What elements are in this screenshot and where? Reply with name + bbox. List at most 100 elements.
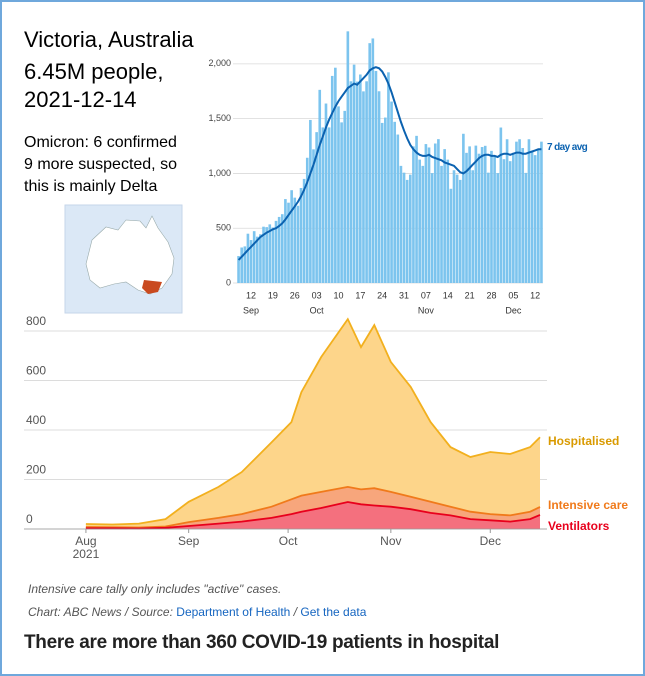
bar xyxy=(349,81,353,283)
bar xyxy=(521,148,525,283)
series-label: Ventilators xyxy=(548,519,610,533)
x-month-label: Dec xyxy=(505,305,522,315)
x-tick-sublabel: 2021 xyxy=(73,547,100,561)
bar xyxy=(452,170,456,283)
map-land xyxy=(85,215,175,295)
bar xyxy=(387,72,390,283)
bar xyxy=(334,67,337,283)
avg-line xyxy=(237,66,542,261)
y-tick-label: 0 xyxy=(226,277,231,287)
bar xyxy=(496,173,500,283)
bar xyxy=(365,81,368,283)
x-tick-label: 26 xyxy=(290,290,300,300)
bar xyxy=(280,214,284,283)
x-tick-label: 21 xyxy=(465,290,475,300)
header-line: Victoria, Australia xyxy=(24,27,194,52)
bar xyxy=(408,174,412,283)
bar xyxy=(371,38,375,283)
bar xyxy=(343,110,347,283)
bar xyxy=(415,135,418,283)
bar xyxy=(499,127,503,284)
header-line: 2021-12-14 xyxy=(24,87,137,112)
bar xyxy=(352,64,356,283)
area-line xyxy=(85,501,541,530)
bar xyxy=(537,149,540,283)
bar xyxy=(305,157,309,283)
bar xyxy=(255,236,259,283)
bar xyxy=(471,170,475,283)
bar xyxy=(237,256,240,283)
x-tick-label: 03 xyxy=(312,290,322,300)
x-tick-label: 10 xyxy=(333,290,343,300)
x-month-label: Oct xyxy=(310,305,325,315)
bar xyxy=(359,74,362,283)
bar xyxy=(246,233,250,283)
bar xyxy=(418,159,421,283)
bar xyxy=(321,127,325,283)
bar xyxy=(274,220,278,283)
bar xyxy=(243,246,247,283)
bar xyxy=(399,165,403,283)
bar xyxy=(396,134,400,283)
bar xyxy=(468,146,471,283)
y-tick-label: 600 xyxy=(26,364,46,378)
bar xyxy=(252,231,256,283)
bar xyxy=(424,144,428,283)
bar xyxy=(293,197,297,283)
bar xyxy=(390,101,393,283)
bar xyxy=(337,106,340,284)
bar xyxy=(533,155,537,283)
x-month-label: Nov xyxy=(418,305,435,315)
x-tick-label: Aug xyxy=(75,534,96,548)
bar xyxy=(284,199,287,283)
bar xyxy=(430,173,434,283)
x-tick-label: 28 xyxy=(486,290,496,300)
bar xyxy=(449,188,453,283)
map-victoria xyxy=(142,280,162,294)
bar xyxy=(262,226,265,283)
bar xyxy=(477,153,481,283)
header-line: 6.45M people, xyxy=(24,59,164,84)
y-tick-label: 0 xyxy=(26,512,33,526)
x-tick-label: 12 xyxy=(246,290,256,300)
x-tick-label: Nov xyxy=(380,534,401,548)
y-tick-label: 2,000 xyxy=(208,58,231,68)
y-tick-label: 200 xyxy=(26,463,46,477)
bar xyxy=(540,141,543,283)
x-tick-label: 05 xyxy=(508,290,518,300)
bar xyxy=(458,179,462,283)
bar xyxy=(518,139,521,283)
bar xyxy=(287,202,290,283)
y-tick-label: 1,500 xyxy=(208,113,231,123)
area-line xyxy=(85,485,541,529)
bar xyxy=(265,227,268,283)
x-tick-label: 31 xyxy=(399,290,409,300)
area xyxy=(85,319,541,529)
area-line xyxy=(85,317,541,526)
bar xyxy=(290,190,293,283)
bar xyxy=(508,161,512,283)
bar xyxy=(268,224,272,283)
bar xyxy=(412,146,415,283)
data-link[interactable]: Get the data xyxy=(300,605,367,619)
bar xyxy=(330,75,334,283)
bar xyxy=(490,150,493,283)
bar xyxy=(512,152,515,283)
series-label: Intensive care xyxy=(548,498,628,512)
bar xyxy=(524,172,528,283)
bar xyxy=(380,122,384,283)
bar xyxy=(502,159,506,283)
bar xyxy=(327,127,331,283)
bar xyxy=(312,149,315,283)
headline: There are more than 360 COVID-19 patient… xyxy=(24,632,500,653)
bar xyxy=(480,147,484,283)
bar xyxy=(483,145,487,283)
bar xyxy=(315,132,318,283)
bar xyxy=(421,165,425,283)
source-link[interactable]: Department of Health xyxy=(176,605,291,619)
bar xyxy=(393,121,396,284)
x-tick-label: 07 xyxy=(421,290,431,300)
bar xyxy=(427,147,431,283)
y-tick-label: 400 xyxy=(26,413,46,427)
series-label: 7 day avg xyxy=(547,142,588,153)
